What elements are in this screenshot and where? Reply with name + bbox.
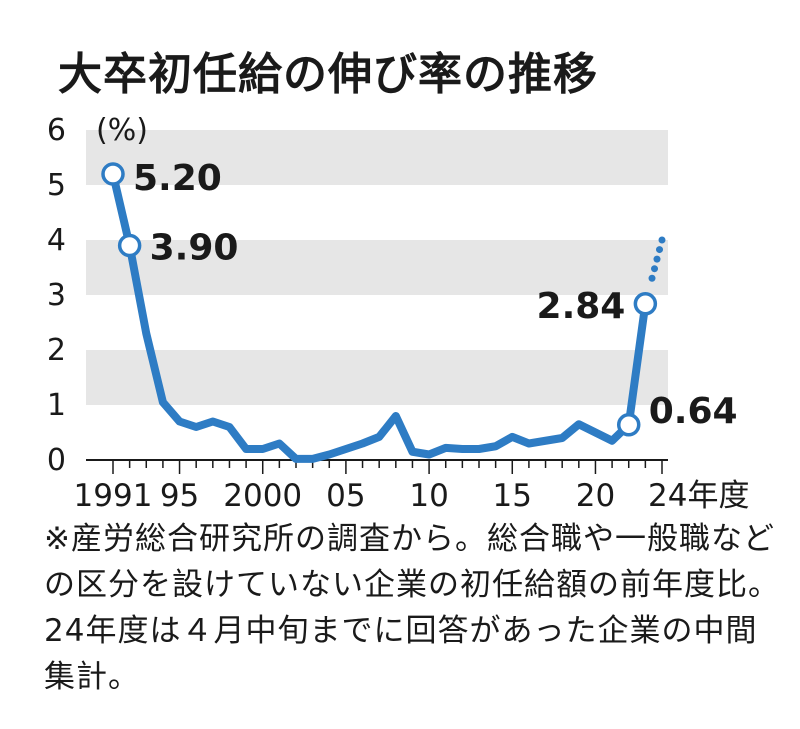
footnote: ※産労総合研究所の調査から。総合職や一般職などの区分を設けていない企業の初任給額…: [44, 521, 780, 695]
grid-band: [86, 240, 668, 295]
data-label: 2.84: [537, 286, 626, 327]
highlight-point: [101, 162, 125, 186]
highlight-points: [101, 162, 658, 437]
grid-bands: [86, 130, 668, 405]
data-label: 5.20: [133, 158, 222, 199]
y-tick-label: 3: [47, 278, 66, 313]
grid-band: [86, 350, 668, 405]
y-axis-unit: (%): [96, 113, 148, 148]
x-tick-label: 1991: [74, 478, 153, 514]
highlight-point: [633, 292, 658, 316]
y-tick-label: 4: [47, 223, 66, 258]
y-tick-label: 2: [47, 333, 66, 368]
projection-dot: [656, 246, 664, 254]
y-tick-label: 0: [47, 443, 66, 478]
x-tick-label: 95: [160, 478, 199, 514]
x-tick-label: 2000: [223, 478, 302, 514]
series-line: [109, 170, 650, 463]
x-tick-label: 05: [326, 478, 365, 514]
x-tick-label: 10: [409, 478, 448, 514]
y-tick-label: 1: [47, 388, 66, 423]
y-tick-label: 5: [47, 168, 66, 203]
y-tick-label: 6: [47, 113, 66, 148]
x-tick-label: 15: [493, 478, 532, 514]
projection-dot: [651, 265, 659, 273]
series-lines: [109, 170, 666, 463]
highlight-point: [117, 233, 142, 258]
line-chart: 0 1 2 3 4 5 6 (%) 1991 95 2000 05 10 15 20 24年度 5.20 3.…: [47, 113, 750, 514]
data-labels: 5.20 3.90 0.64 2.84: [133, 158, 738, 432]
x-tick-label: 20: [576, 478, 615, 514]
data-label: 0.64: [649, 391, 738, 432]
projection-dot: [658, 236, 666, 244]
chart-title: 大卒初任給の伸び率の推移: [58, 49, 598, 100]
highlight-point: [616, 413, 641, 437]
projection-dot: [653, 255, 661, 263]
y-axis: 0 1 2 3 4 5 6 (%): [47, 113, 148, 478]
x-tick-label: 24年度: [648, 478, 749, 514]
grid-band: [86, 130, 668, 185]
x-axis: 1991 95 2000 05 10 15 20 24年度: [74, 459, 749, 514]
data-label: 3.90: [150, 228, 239, 269]
projection-dot: [648, 274, 656, 282]
